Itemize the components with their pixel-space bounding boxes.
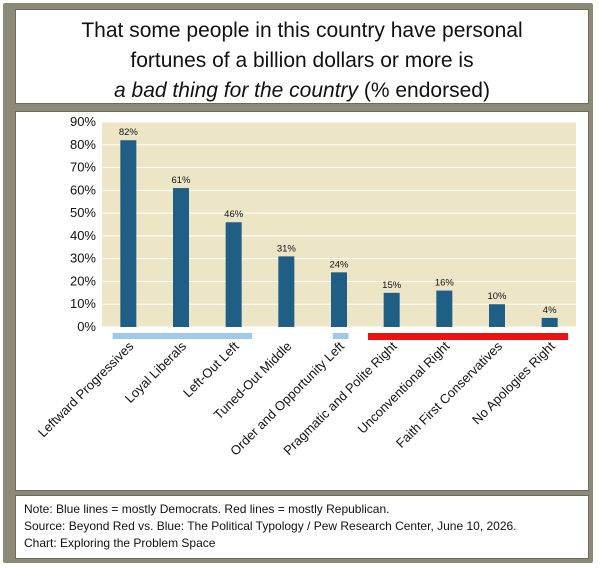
republican-group-line <box>367 333 569 340</box>
chart-title-line-3: a bad thing for the country (% endorsed) <box>16 76 588 106</box>
y-tick-label: 90% <box>70 114 96 129</box>
data-label: 24% <box>329 259 349 270</box>
data-label: 4% <box>543 305 557 316</box>
figure-frame: That some people in this country have pe… <box>3 3 593 563</box>
data-label: 46% <box>224 209 244 220</box>
democrat-group-line <box>332 333 349 339</box>
data-label: 61% <box>171 175 191 186</box>
bar <box>541 317 558 327</box>
chart-panel: 0% 10% 20% 30% 40% 50% 60% 70% 80% 90% 82% 61% 46% 31… <box>15 111 589 491</box>
chart-title-emphasis: a bad thing for the country <box>114 79 359 102</box>
chart-title-line-2: fortunes of a billion dollars or more is <box>130 49 474 72</box>
chart-title-line-1: That some people in this country have pe… <box>81 19 523 42</box>
bar <box>489 304 505 327</box>
bar-chart: 0% 10% 20% 30% 40% 50% 60% 70% 80% 90% 82% 61% 46% 31… <box>35 114 576 458</box>
bar <box>436 290 453 327</box>
source-text: Source: Beyond Red vs. Blue: The Politic… <box>24 519 517 533</box>
x-category-label: Unconventional Right <box>354 338 452 436</box>
y-tick-label: 50% <box>70 205 96 220</box>
data-label: 82% <box>119 127 139 138</box>
y-tick-label: 10% <box>70 296 96 311</box>
data-label: 10% <box>487 291 507 302</box>
x-category-label: Leftward Progressives <box>35 338 137 440</box>
y-tick-label: 40% <box>70 228 96 243</box>
bar <box>120 140 137 327</box>
y-tick-label: 20% <box>70 273 96 288</box>
data-label: 31% <box>277 243 297 254</box>
y-tick-label: 30% <box>70 251 96 266</box>
y-tick-label: 0% <box>77 319 96 334</box>
title-box: That some people in this country have pe… <box>15 9 589 104</box>
democrat-group-line <box>112 333 253 339</box>
chart-title-suffix: (% endorsed) <box>358 79 490 102</box>
bar <box>278 256 295 327</box>
note-text: Note: Blue lines = mostly Democrats. Red… <box>24 502 390 516</box>
bar <box>173 188 189 327</box>
data-label: 16% <box>435 278 455 289</box>
chart-credit-text: Chart: Exploring the Problem Space <box>24 536 216 550</box>
notes-panel: Note: Blue lines = mostly Democrats. Red… <box>15 495 589 559</box>
data-label: 15% <box>382 280 402 291</box>
y-tick-label: 80% <box>70 137 96 152</box>
bar <box>331 272 347 327</box>
x-category-label: Faith First Conservatives <box>393 338 506 451</box>
bar <box>225 222 242 327</box>
bar <box>383 292 400 327</box>
y-tick-label: 70% <box>70 160 96 175</box>
y-tick-label: 60% <box>70 182 96 197</box>
